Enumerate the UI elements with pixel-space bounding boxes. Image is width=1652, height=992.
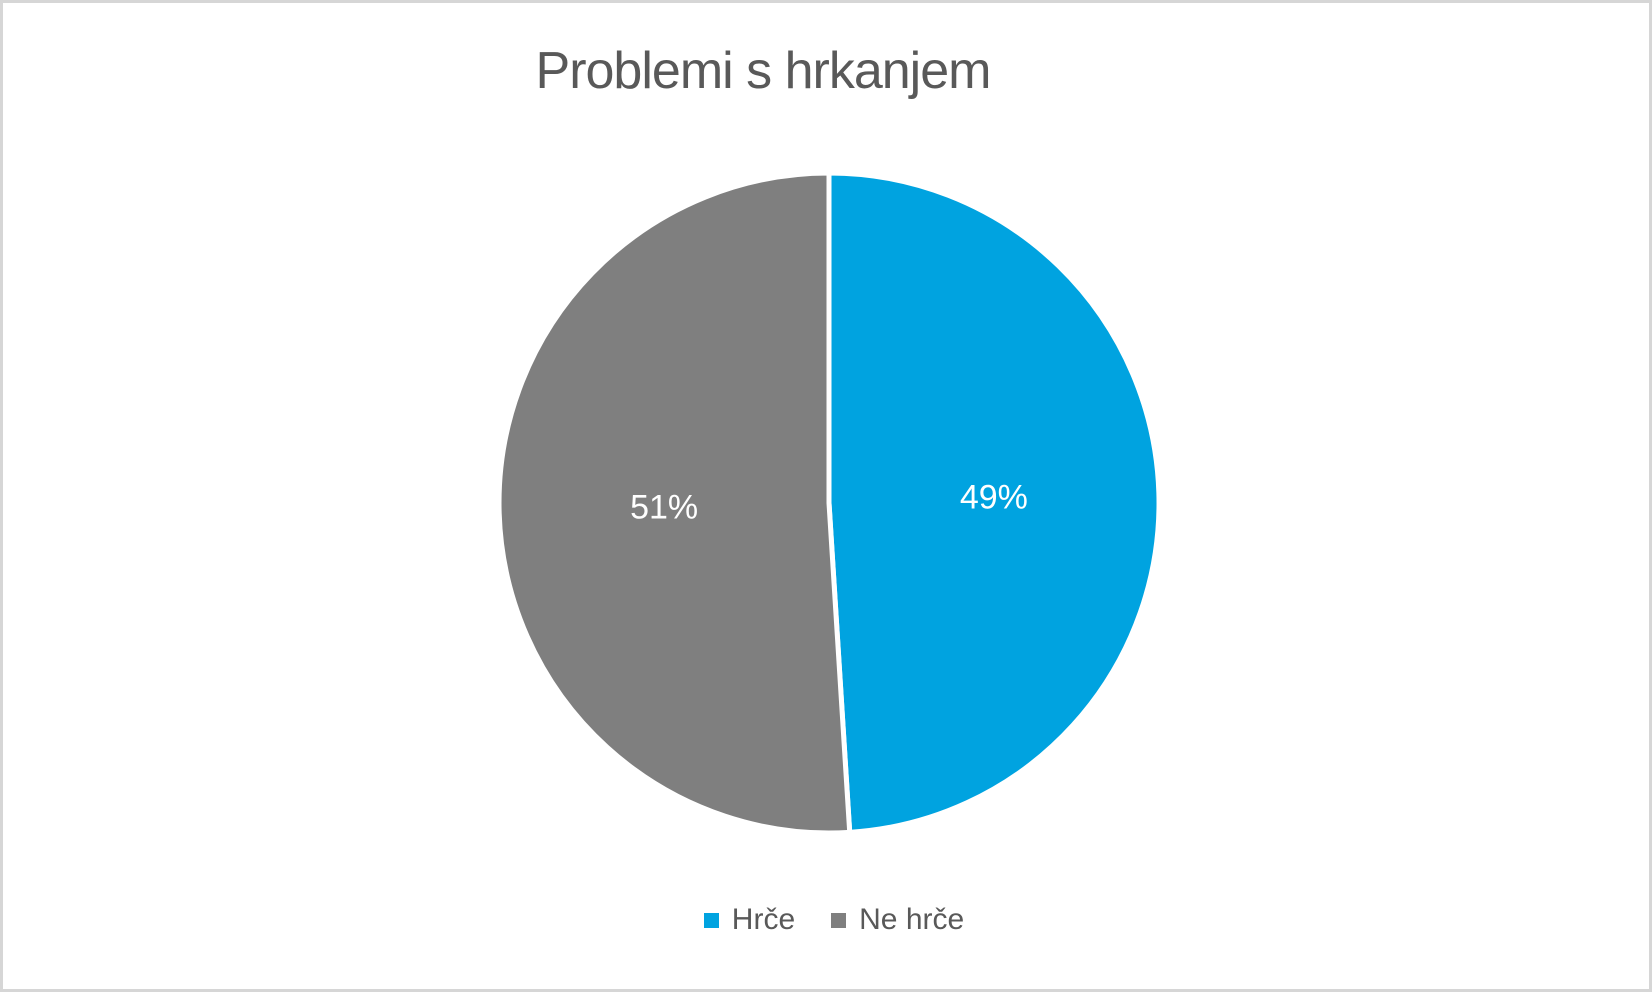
legend-label-ne-hrce: Ne hrče [859,903,965,936]
pie-data-label-ne-hrce: 51% [630,488,699,527]
pie-data-label-hrce: 49% [959,478,1028,517]
pie-slice-1 [496,170,853,836]
legend: Hrče Ne hrče [11,903,1649,937]
legend-item-hrce: Hrče [703,903,796,937]
legend-swatch-ne-hrce [831,912,847,928]
pie-plot-area: 49% 51% [479,153,1179,853]
legend-label-hrce: Hrče [731,903,796,936]
legend-swatch-hrce [703,912,719,928]
pie-slice-0 [826,170,1162,835]
chart-title: Problemi s hrkanjem [535,42,992,100]
pie-chart-svg [496,170,1162,836]
legend-item-ne-hrce: Ne hrče [831,903,964,937]
